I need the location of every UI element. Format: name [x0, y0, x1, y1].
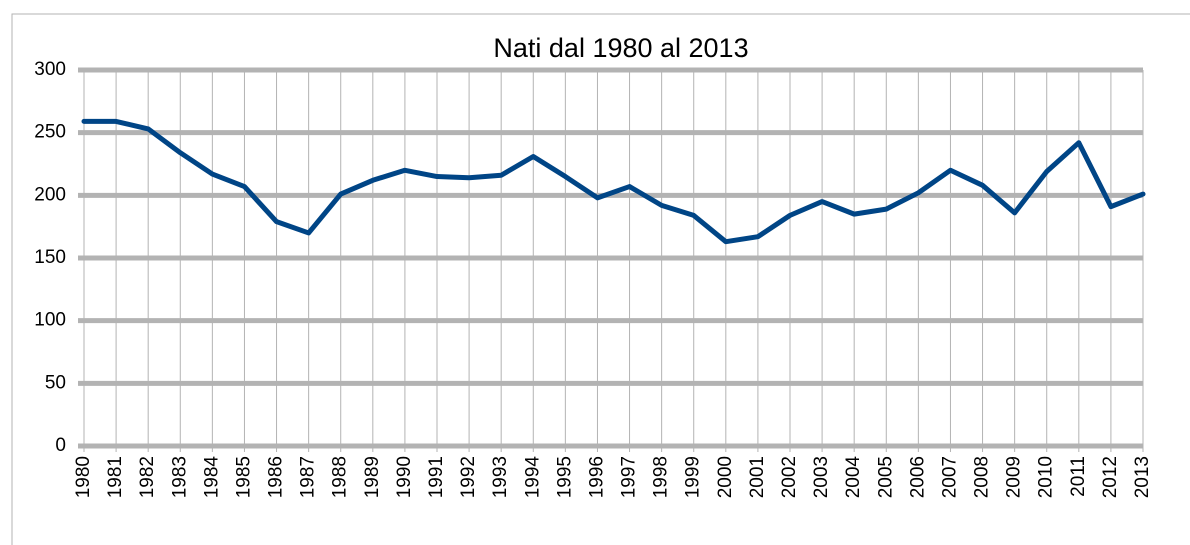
x-tick-label: 1994: [522, 456, 543, 499]
x-tick-label: 2008: [972, 456, 993, 498]
x-tick-label: 2010: [1036, 456, 1057, 498]
x-tick-label: 1987: [298, 456, 319, 498]
x-tick-label: 1989: [362, 456, 383, 498]
x-tick-label: 1985: [233, 456, 254, 498]
y-tick-label: 50: [45, 372, 66, 393]
y-tick-label: 100: [34, 310, 66, 331]
x-tick-label: 2012: [1100, 456, 1121, 498]
x-tick-label: 1984: [201, 456, 222, 499]
x-tick-label: 1999: [683, 456, 704, 498]
x-tick-label: 1995: [554, 456, 575, 498]
x-tick-label: 1988: [330, 456, 351, 498]
x-tick-label: 2011: [1068, 456, 1089, 497]
x-tick-label: 2004: [843, 456, 864, 499]
x-tick-label: 2009: [1004, 456, 1025, 498]
y-tick-label: 200: [34, 184, 66, 205]
x-tick-label: 1993: [490, 456, 511, 498]
data-line: [81, 118, 1146, 245]
y-tick-label: 0: [55, 435, 66, 456]
grid: [78, 67, 1144, 452]
x-tick-label: 2000: [715, 456, 736, 498]
x-tick-label: 1996: [586, 456, 607, 498]
x-tick-label: 2007: [939, 456, 960, 498]
x-tick-label: 1986: [266, 456, 287, 498]
x-tick-label: 2003: [811, 456, 832, 498]
chart-title: Nati dal 1980 al 2013: [493, 33, 748, 63]
x-tick-label: 1990: [394, 456, 415, 498]
x-tick-label: 2001: [747, 456, 768, 498]
x-tick-label: 1982: [137, 456, 158, 498]
x-tick-label: 1981: [105, 456, 126, 498]
chart-frame: [11, 13, 1190, 545]
x-tick-label: 2006: [907, 456, 928, 498]
x-tick-label: 2002: [779, 456, 800, 498]
x-tick-label: 1998: [651, 456, 672, 498]
y-tick-label: 300: [34, 59, 66, 80]
y-tick-label: 150: [34, 247, 66, 268]
x-tick-label: 2013: [1132, 456, 1153, 498]
x-tick-label: 1980: [73, 456, 94, 498]
y-tick-label: 250: [34, 122, 66, 143]
x-tick-label: 2005: [875, 456, 896, 498]
x-tick-label: 1983: [169, 456, 190, 498]
x-tick-label: 1992: [458, 456, 479, 498]
x-tick-label: 1997: [619, 456, 640, 498]
x-tick-label: 1991: [426, 456, 447, 498]
